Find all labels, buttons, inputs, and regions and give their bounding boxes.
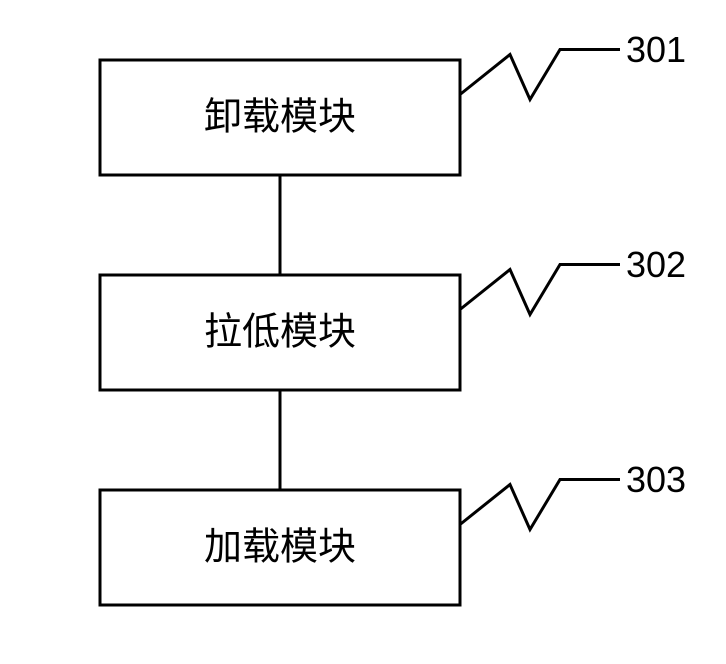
module-label: 卸载模块 bbox=[204, 97, 356, 139]
leader-line bbox=[460, 480, 620, 530]
ref-number: 301 bbox=[626, 29, 686, 70]
ref-number: 303 bbox=[626, 459, 686, 500]
leader-line bbox=[460, 265, 620, 315]
module-label: 加载模块 bbox=[204, 527, 356, 569]
flowchart-diagram: 卸载模块 301 拉低模块 302 加载模块 303 bbox=[0, 0, 726, 664]
ref-number: 302 bbox=[626, 244, 686, 285]
module-label: 拉低模块 bbox=[204, 312, 356, 354]
leader-line bbox=[460, 50, 620, 100]
